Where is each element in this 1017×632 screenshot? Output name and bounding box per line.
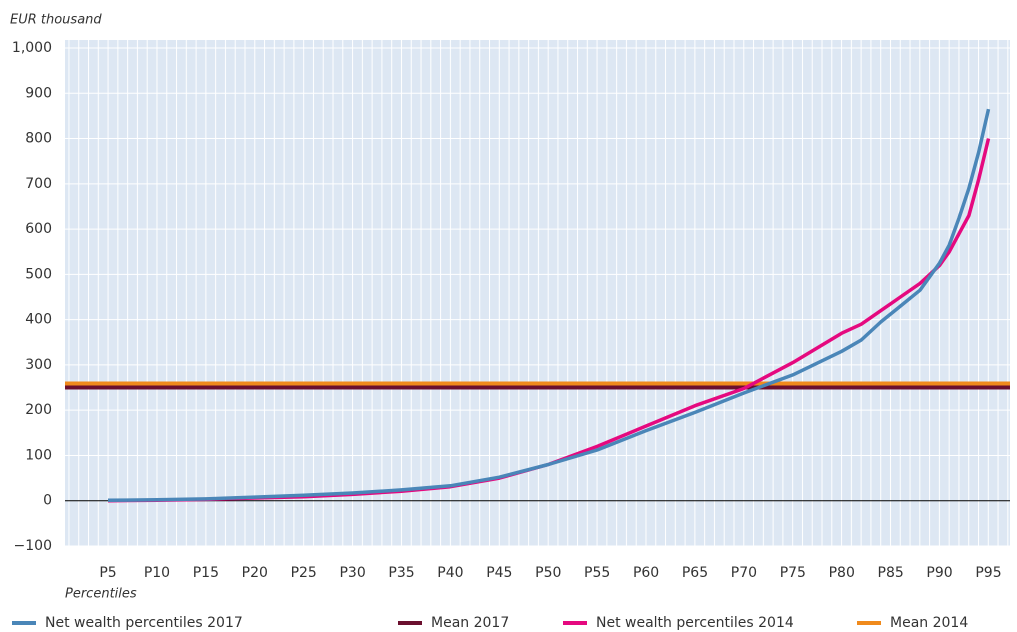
y-tick-label: 200 (25, 402, 52, 418)
y-tick-label: 900 (25, 85, 52, 101)
x-tick-label: P25 (291, 565, 317, 581)
y-tick-label: 500 (25, 266, 52, 282)
x-tick-label: P35 (388, 565, 414, 581)
y-tick-label: 1,000 (12, 40, 52, 56)
x-axis-label: Percentiles (65, 587, 137, 602)
series-line (107, 108, 991, 503)
y-tick-label: 800 (25, 131, 52, 147)
y-tick-label: 0 (43, 493, 52, 509)
x-tick-label: P40 (437, 565, 463, 581)
y-tick-label: −100 (14, 538, 52, 554)
x-tick-label: P10 (144, 565, 170, 581)
x-tick-label: P15 (193, 565, 219, 581)
legend-label: Mean 2017 (431, 615, 509, 631)
x-tick-label: P20 (242, 565, 268, 581)
legend-label: Net wealth percentiles 2014 (596, 615, 794, 631)
x-tick-label: P80 (829, 565, 855, 581)
x-tick-label: P70 (731, 565, 757, 581)
x-tick-label: P95 (975, 565, 1001, 581)
x-tick-label: P90 (926, 565, 952, 581)
x-tick-label: P50 (535, 565, 561, 581)
y-tick-label: 400 (25, 312, 52, 328)
y-tick-label: 100 (25, 447, 52, 463)
legend-label: Mean 2014 (890, 615, 968, 631)
x-tick-label: P60 (633, 565, 659, 581)
y-axis-label: EUR thousand (10, 13, 102, 28)
y-tick-label: 600 (25, 221, 52, 237)
legend-label: Net wealth percentiles 2017 (45, 615, 243, 631)
y-tick-label: 300 (25, 357, 52, 373)
y-tick-label: 700 (25, 176, 52, 192)
x-tick-label: P75 (780, 565, 806, 581)
x-tick-label: P5 (99, 565, 116, 581)
x-tick-label: P65 (682, 565, 708, 581)
x-tick-label: P45 (486, 565, 512, 581)
x-tick-label: P30 (339, 565, 365, 581)
x-tick-label: P55 (584, 565, 610, 581)
x-tick-label: P85 (878, 565, 904, 581)
plot-background (65, 40, 1010, 546)
